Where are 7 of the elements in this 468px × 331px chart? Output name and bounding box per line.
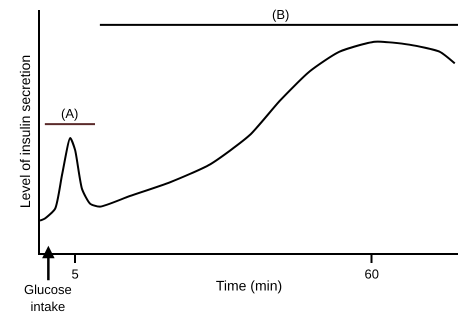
y-axis-title: Level of insulin secretion [17, 54, 34, 208]
x-axis-title: Time (min) [216, 277, 282, 294]
annotation: (B) [272, 7, 290, 22]
text: Glucose intake [24, 282, 72, 314]
annotation: (A) [61, 106, 78, 121]
x-tick-label: 5 [71, 266, 79, 282]
x-tick-label: 60 [364, 266, 379, 282]
